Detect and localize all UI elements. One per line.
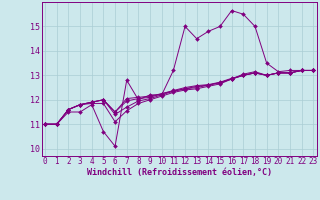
X-axis label: Windchill (Refroidissement éolien,°C): Windchill (Refroidissement éolien,°C) (87, 168, 272, 177)
